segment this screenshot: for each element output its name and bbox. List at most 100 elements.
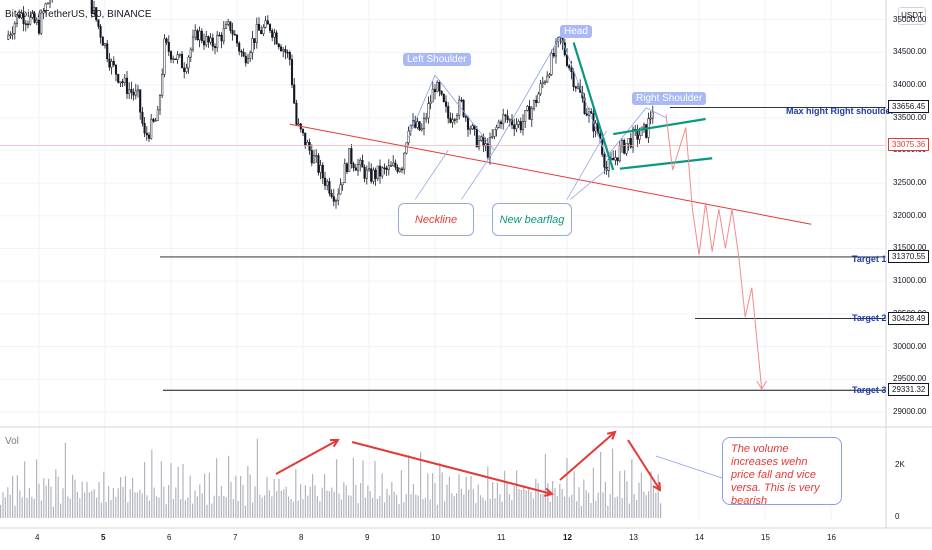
- candle-body: [480, 136, 483, 141]
- volume-bar: [403, 502, 405, 518]
- volume-bar: [321, 487, 323, 518]
- x-tick-label: 16: [827, 533, 836, 542]
- candle-body: [48, 0, 52, 4]
- volume-bar: [523, 485, 525, 518]
- candle-body: [189, 48, 192, 58]
- volume-bar: [367, 485, 369, 518]
- volume-bar: [559, 483, 561, 518]
- candle-body: [97, 19, 100, 27]
- volume-bar: [350, 495, 352, 518]
- volume-bar: [100, 502, 102, 518]
- candle-body: [620, 140, 624, 147]
- candle-body: [277, 43, 280, 47]
- candle-body: [491, 136, 494, 138]
- candle-body: [246, 58, 250, 64]
- candle-body: [484, 143, 487, 147]
- head-tag: Head: [560, 25, 592, 38]
- volume-bar: [225, 497, 227, 518]
- candle-body: [279, 46, 283, 52]
- volume-bar: [518, 488, 520, 518]
- volume-bar: [556, 496, 558, 518]
- volume-bar: [127, 502, 129, 518]
- volume-bar: [108, 486, 110, 518]
- target-3-label: Target 3: [852, 385, 887, 395]
- volume-bar: [494, 498, 496, 518]
- volume-bar: [64, 442, 66, 518]
- volume-bar: [561, 488, 563, 518]
- candle-body: [306, 141, 309, 146]
- candle-body: [612, 157, 615, 161]
- volume-arrowhead: [652, 481, 662, 492]
- candle-body: [231, 30, 234, 35]
- candle-body: [147, 134, 151, 139]
- candle-body: [13, 23, 16, 34]
- candle-body: [398, 168, 401, 172]
- candle-body: [453, 119, 456, 121]
- candle-body: [546, 75, 549, 83]
- candle-body: [310, 150, 313, 164]
- volume-bar: [24, 461, 26, 518]
- volume-bar: [604, 482, 606, 518]
- candle-body: [290, 59, 294, 86]
- volume-bar: [175, 487, 177, 518]
- symbol-title[interactable]: Bitcoin / TetherUS, 30, BINANCE: [5, 9, 152, 20]
- candle-body: [132, 91, 135, 96]
- volume-bar: [609, 494, 611, 518]
- volume-bar: [540, 494, 542, 518]
- bearflag-pointer: [566, 130, 607, 200]
- volume-bar: [628, 503, 630, 518]
- volume-bar: [408, 455, 410, 518]
- volume-bar: [372, 497, 374, 518]
- y-tick-label: 33500.00: [893, 112, 927, 122]
- candle-body: [475, 129, 478, 148]
- candle-body: [37, 19, 41, 34]
- volume-pane-label[interactable]: Vol: [5, 436, 19, 447]
- candle-body: [229, 21, 232, 31]
- candle-body: [156, 109, 159, 121]
- price-level-box: 30428.49: [888, 311, 930, 325]
- volume-bar: [501, 501, 503, 518]
- volume-bar: [369, 491, 371, 518]
- projection-path: [665, 114, 763, 390]
- candle-body: [301, 128, 305, 134]
- volume-bar: [165, 504, 167, 518]
- volume-bar: [470, 476, 472, 518]
- candle-body: [99, 26, 102, 38]
- volume-bar: [508, 494, 510, 518]
- volume-trend-arrow: [275, 439, 339, 475]
- candle-body: [359, 159, 362, 165]
- volume-bar: [129, 489, 131, 518]
- volume-bar: [571, 494, 573, 518]
- candle-body: [266, 20, 269, 25]
- y-tick-label: 29500.00: [893, 374, 927, 384]
- volume-bar: [554, 487, 556, 518]
- volume-bar: [168, 485, 170, 518]
- volume-bar: [516, 470, 518, 518]
- candle-body: [328, 181, 331, 194]
- volume-note-pointer: [655, 455, 723, 479]
- candle-body: [521, 121, 525, 131]
- volume-bar: [578, 487, 580, 518]
- candle-body: [198, 30, 201, 40]
- candle-body: [389, 165, 393, 167]
- currency-badge[interactable]: USDT: [898, 7, 926, 25]
- flag-lower: [619, 157, 713, 170]
- candle-body: [251, 38, 254, 54]
- candle-body: [506, 115, 509, 121]
- volume-bar: [415, 494, 417, 518]
- volume-bar: [153, 487, 155, 518]
- candle-body: [416, 121, 419, 128]
- volume-bar: [302, 499, 304, 518]
- volume-bar: [496, 482, 498, 518]
- candle-body: [420, 128, 423, 131]
- volume-bar: [564, 496, 566, 518]
- volume-bar: [237, 501, 239, 518]
- volume-bar: [283, 489, 285, 518]
- volume-bar: [448, 476, 450, 518]
- candle-body: [526, 106, 529, 111]
- flag-pole: [572, 42, 615, 171]
- candle-body: [207, 36, 210, 43]
- candle-body: [92, 7, 96, 14]
- candle-body: [161, 74, 164, 96]
- candle-body: [422, 117, 426, 129]
